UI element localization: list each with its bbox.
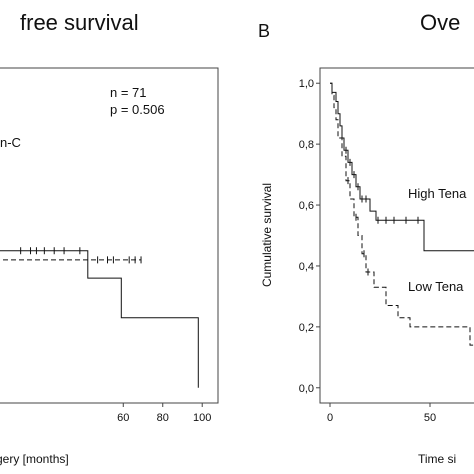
panel-a-x-tick-label: 100 (193, 412, 211, 424)
panel-b-series-1-line (330, 82, 474, 252)
panel-a-group-label: n-C (0, 135, 21, 150)
panel-b-x-ticks: 0 50 (327, 403, 436, 424)
panel-b-curves (330, 82, 474, 346)
panel-b-km-plot: B Ove Cumulative survival 0,00,20,40,60,… (258, 10, 474, 466)
panel-b-x-tick-label: 0 (327, 412, 333, 424)
panel-a-x-tick-label: 80 (157, 412, 169, 424)
panel-a-km-plot: free survival n = 71 p = 0.506 n-C 60 80 1… (0, 10, 219, 466)
panel-b-series-2-line (330, 82, 474, 346)
panel-b-y-tick-label: 0,6 (299, 200, 314, 212)
panel-a-n-annotation: n = 71 (110, 85, 147, 100)
panel-b-x-tick-label: 50 (424, 412, 436, 424)
panel-a-series-1-line (0, 250, 199, 388)
panel-b-y-ticks: 0,0 0,2 0,4 0,6 0,8 1,0 (299, 78, 320, 395)
panel-a-x-axis-label: gery [months] (0, 452, 69, 466)
panel-a-curves (0, 247, 199, 388)
panel-b-low-label: Low Tena (408, 279, 464, 294)
panel-b-y-tick-label: 0,4 (299, 261, 314, 273)
panel-b-plot-frame (319, 67, 474, 404)
panel-b-y-tick-label: 0,8 (299, 139, 314, 151)
panel-b-letter: B (258, 21, 270, 41)
panel-b-y-tick-label: 0,2 (299, 322, 314, 334)
panel-a-x-tick-label: 60 (117, 412, 129, 424)
panel-b-x-axis-label: Time si (418, 452, 456, 466)
panel-a-plot-frame (0, 67, 219, 404)
panel-a-title: free survival (20, 10, 139, 35)
panel-b-title: Ove (420, 10, 460, 35)
panel-b-y-tick-label: 0,0 (299, 383, 314, 395)
panel-a-x-ticks: 60 80 100 (117, 403, 211, 424)
panel-b-y-axis-label: Cumulative survival (260, 183, 274, 287)
panel-a-p-annotation: p = 0.506 (110, 102, 165, 117)
panel-b-y-tick-label: 1,0 (299, 78, 314, 90)
panel-b-high-label: High Tena (408, 186, 467, 201)
